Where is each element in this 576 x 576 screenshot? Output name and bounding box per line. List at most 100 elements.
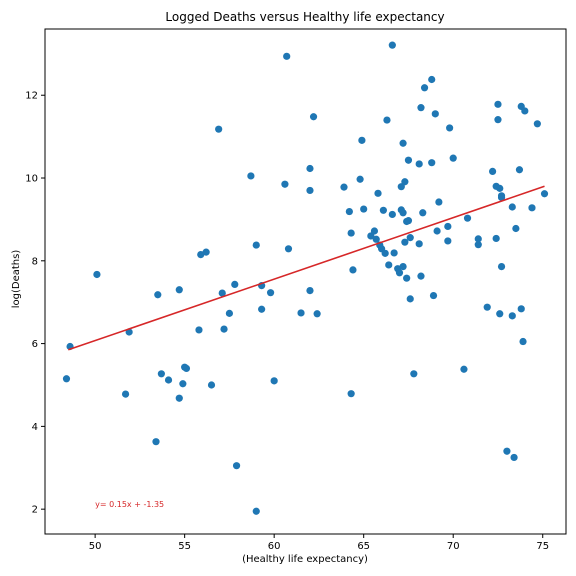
scatter-point bbox=[182, 364, 191, 373]
scatter-point bbox=[415, 240, 423, 248]
scatter-point bbox=[401, 178, 409, 186]
scatter-point bbox=[197, 250, 205, 259]
x-tick-label: 70 bbox=[447, 541, 460, 552]
scatter-point bbox=[429, 291, 438, 300]
y-axis: 2 4 6 8 10 12 bbox=[25, 91, 45, 516]
scatter-point bbox=[266, 289, 275, 297]
scatter-point bbox=[388, 41, 396, 49]
scatter-point bbox=[420, 84, 429, 92]
scatter-point bbox=[270, 377, 278, 385]
scatter-point bbox=[195, 326, 203, 334]
scatter-point bbox=[444, 237, 452, 245]
scatter-point bbox=[417, 272, 425, 280]
x-tick-label: 50 bbox=[89, 541, 102, 552]
scatter-point bbox=[390, 249, 398, 257]
scatter-point bbox=[488, 167, 497, 175]
scatter-point bbox=[444, 222, 452, 231]
scatter-point bbox=[508, 203, 516, 211]
scatter-point bbox=[252, 241, 260, 249]
scatter-point bbox=[385, 261, 393, 269]
scatter-point bbox=[395, 269, 404, 277]
scatter-point bbox=[207, 381, 216, 389]
x-tick-label: 75 bbox=[536, 541, 549, 552]
scatter-point bbox=[508, 312, 516, 320]
scatter-point bbox=[494, 116, 502, 124]
axes-frame bbox=[44, 28, 567, 535]
scatter-point bbox=[474, 241, 482, 249]
scatter-point bbox=[403, 274, 411, 282]
scatter-point bbox=[388, 210, 396, 219]
scatter-point bbox=[528, 204, 536, 212]
scatter-point bbox=[309, 113, 318, 121]
scatter-point bbox=[306, 164, 314, 173]
scatter-point bbox=[417, 104, 425, 112]
scatter-point bbox=[497, 192, 506, 200]
scatter-point bbox=[510, 453, 518, 462]
scatter-point bbox=[179, 380, 187, 388]
y-tick-label: 12 bbox=[25, 91, 38, 102]
scatter-point bbox=[428, 159, 436, 167]
scatter-point bbox=[225, 309, 234, 317]
scatter-point bbox=[410, 370, 418, 378]
scatter-point bbox=[297, 309, 305, 317]
scatter-point bbox=[283, 52, 291, 60]
scatter-point bbox=[521, 107, 529, 115]
scatter-point bbox=[494, 100, 502, 108]
scatter-point bbox=[496, 184, 504, 192]
scatter-point bbox=[252, 507, 260, 515]
scatter-point bbox=[152, 438, 160, 446]
scatter-point bbox=[372, 235, 380, 243]
scatter-point bbox=[540, 190, 549, 198]
scatter-point bbox=[446, 124, 454, 132]
scatter-point bbox=[358, 136, 366, 144]
scatter-point bbox=[367, 232, 375, 240]
scatter-point bbox=[515, 166, 524, 174]
scatter-point bbox=[483, 303, 491, 311]
scatter-point bbox=[218, 289, 226, 297]
x-tick-label: 60 bbox=[268, 541, 281, 552]
scatter-point bbox=[306, 186, 314, 195]
scatter-point bbox=[435, 198, 443, 206]
scatter-point bbox=[497, 262, 506, 271]
scatter-point bbox=[258, 305, 266, 313]
scatter-point bbox=[175, 286, 183, 294]
scatter-point bbox=[360, 205, 368, 213]
scatter-point bbox=[512, 224, 520, 233]
scatter-point bbox=[347, 390, 355, 398]
scatter-point bbox=[281, 180, 289, 188]
scatter-point bbox=[164, 376, 173, 384]
scatter-point bbox=[428, 75, 436, 84]
scatter-point bbox=[121, 390, 130, 398]
scatter-point bbox=[449, 154, 457, 162]
scatter-point bbox=[306, 287, 314, 295]
x-tick-label: 55 bbox=[178, 541, 191, 552]
scatter-point bbox=[406, 295, 414, 303]
scatter-point bbox=[231, 280, 239, 288]
scatter-point bbox=[406, 234, 414, 242]
scatter-point bbox=[404, 217, 413, 225]
scatter-point bbox=[415, 160, 423, 168]
scatter-point bbox=[460, 365, 468, 373]
scatter-point bbox=[533, 120, 541, 128]
scatter-point bbox=[383, 116, 391, 124]
scatter-point bbox=[492, 234, 500, 243]
y-tick-label: 2 bbox=[32, 505, 38, 516]
scatter-point bbox=[175, 394, 183, 402]
scatter-point bbox=[496, 310, 504, 318]
chart-title: Logged Deaths versus Healthy life expect… bbox=[165, 10, 444, 24]
scatter-point bbox=[62, 375, 71, 383]
scatter-point bbox=[404, 156, 413, 164]
scatter-point bbox=[399, 262, 407, 271]
scatter-point bbox=[313, 310, 321, 318]
y-tick-label: 6 bbox=[32, 339, 38, 350]
scatter-point bbox=[397, 183, 405, 191]
y-tick-label: 4 bbox=[32, 422, 38, 433]
scatter-point bbox=[356, 175, 364, 183]
x-axis: 50 55 60 65 70 75 bbox=[89, 534, 549, 552]
scatter-point bbox=[381, 249, 389, 257]
plot-area bbox=[62, 41, 549, 515]
scatter-point bbox=[401, 238, 409, 246]
fit-line bbox=[68, 185, 545, 351]
scatter-point bbox=[202, 248, 210, 256]
x-axis-label: (Healthy life expectancy) bbox=[242, 554, 368, 565]
